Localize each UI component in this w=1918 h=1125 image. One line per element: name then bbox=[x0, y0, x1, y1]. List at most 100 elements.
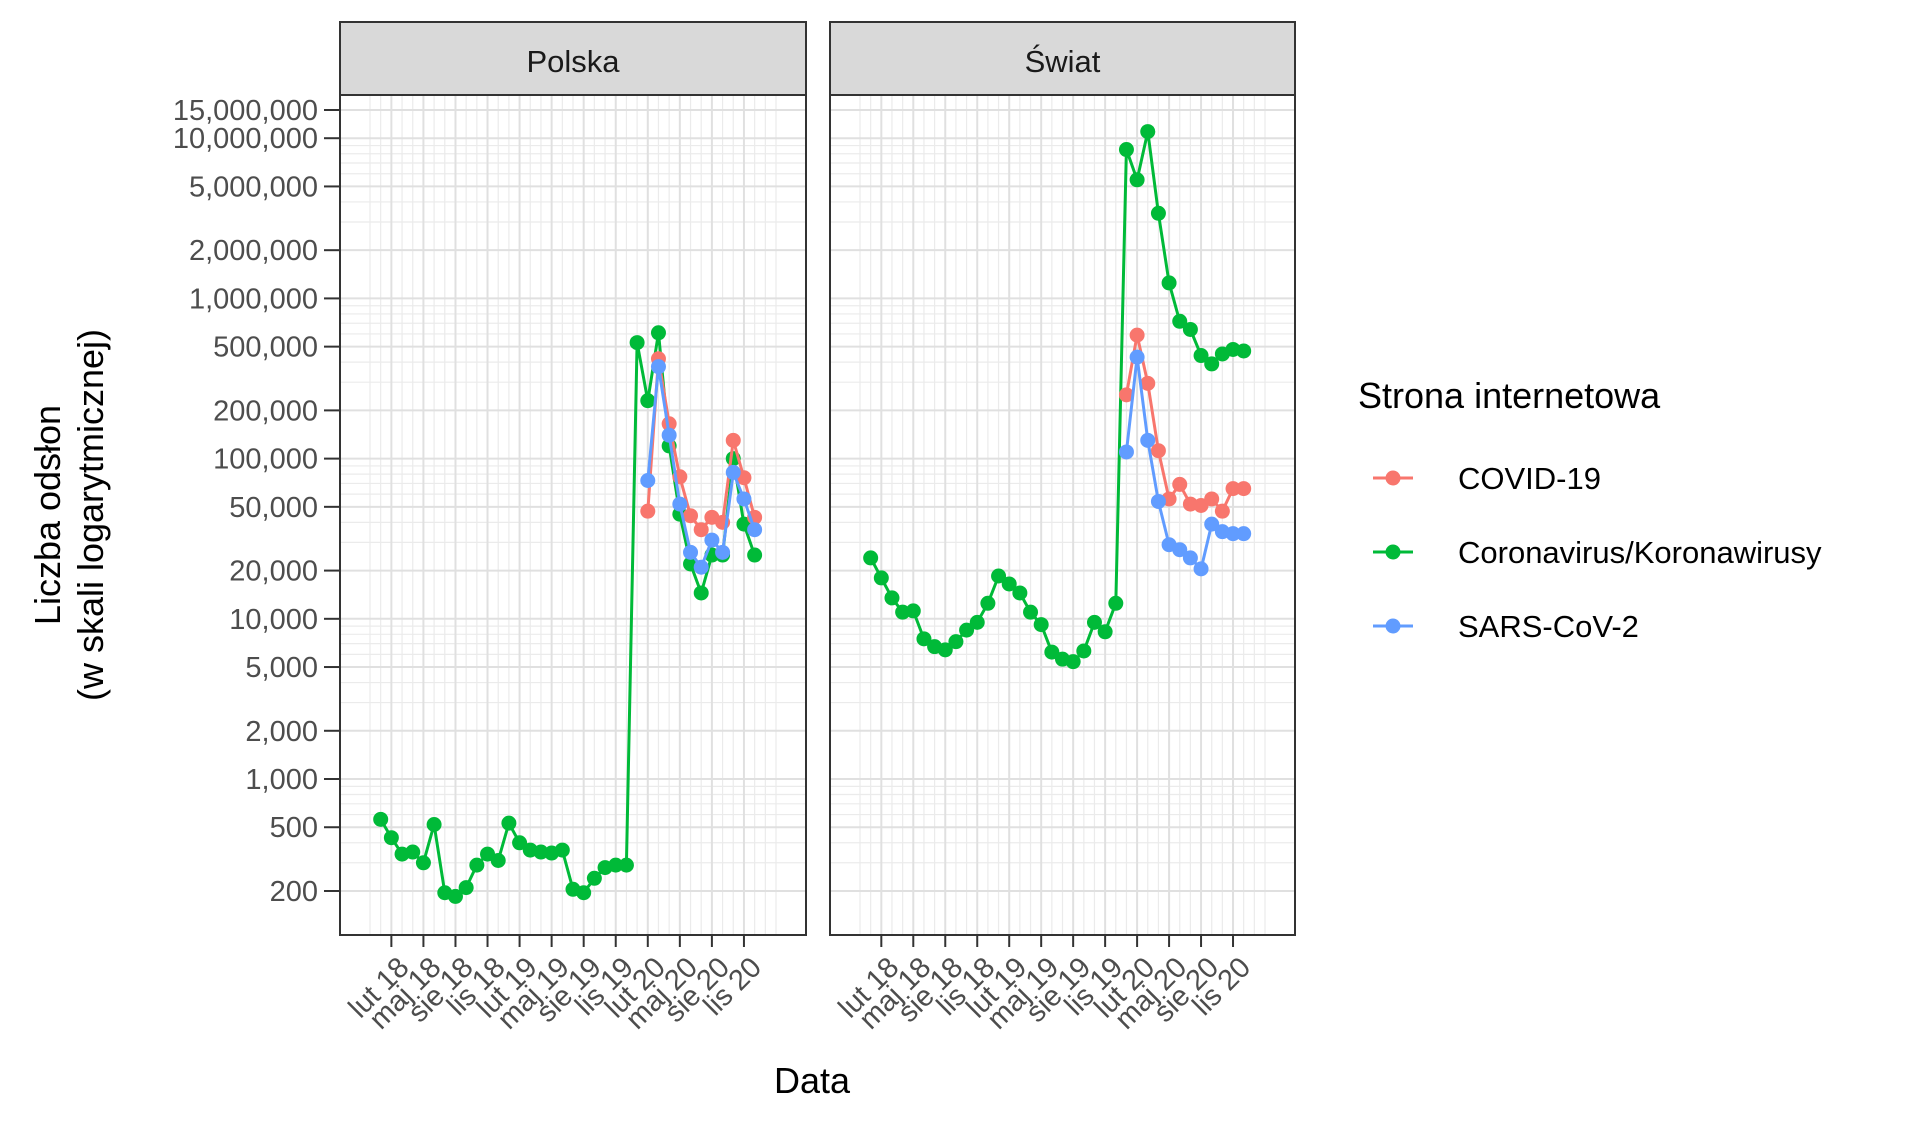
data-point bbox=[1001, 576, 1017, 592]
data-point bbox=[512, 835, 528, 851]
data-point bbox=[1086, 614, 1102, 630]
data-point bbox=[1182, 550, 1198, 566]
data-point bbox=[1172, 542, 1188, 558]
data-point bbox=[1129, 327, 1145, 343]
y-tick-label: 200,000 bbox=[213, 395, 318, 427]
data-point bbox=[1023, 604, 1039, 620]
data-point bbox=[991, 568, 1007, 584]
data-point bbox=[629, 335, 645, 351]
data-point bbox=[1129, 172, 1145, 188]
data-point bbox=[640, 503, 656, 519]
data-point bbox=[576, 885, 592, 901]
data-point bbox=[1012, 585, 1028, 601]
data-point bbox=[916, 631, 932, 647]
data-point bbox=[1118, 387, 1134, 403]
legend-item: SARS-CoV-2 bbox=[1373, 609, 1639, 644]
data-point bbox=[1204, 356, 1220, 372]
data-point bbox=[863, 550, 879, 566]
data-point bbox=[725, 464, 741, 480]
data-point bbox=[672, 496, 688, 512]
data-point bbox=[683, 544, 699, 560]
data-point bbox=[1161, 275, 1177, 291]
data-point bbox=[937, 642, 953, 658]
legend-label: Coronavirus/Koronawirusy bbox=[1458, 535, 1822, 570]
data-point bbox=[458, 880, 474, 896]
legend: Strona internetowa COVID-19 Coronavirus/K… bbox=[1358, 375, 1822, 644]
data-point bbox=[1150, 493, 1166, 509]
data-point bbox=[736, 491, 752, 507]
data-point bbox=[1044, 644, 1060, 660]
data-point bbox=[661, 427, 677, 443]
y-tick-label: 2,000 bbox=[245, 716, 318, 748]
facet-strip-label: Polska bbox=[526, 44, 620, 79]
data-point bbox=[447, 888, 463, 904]
data-point bbox=[1140, 432, 1156, 448]
legend-label: COVID-19 bbox=[1458, 461, 1601, 496]
data-point bbox=[383, 830, 399, 846]
y-tick-label: 10,000,000 bbox=[173, 123, 318, 155]
legend-key-point bbox=[1385, 470, 1401, 486]
data-point bbox=[1204, 491, 1220, 507]
gridlines bbox=[830, 95, 1295, 935]
data-point bbox=[1182, 321, 1198, 337]
data-point bbox=[683, 508, 699, 524]
data-point bbox=[1129, 349, 1145, 365]
data-point bbox=[1118, 444, 1134, 460]
data-point bbox=[747, 522, 763, 538]
data-point bbox=[1172, 476, 1188, 492]
data-point bbox=[693, 585, 709, 601]
data-point bbox=[747, 547, 763, 563]
facet-strip-label: Świat bbox=[1025, 43, 1101, 79]
y-tick-label: 50,000 bbox=[229, 492, 318, 524]
data-point bbox=[959, 622, 975, 638]
y-tick-label: 200 bbox=[270, 876, 318, 908]
data-point bbox=[905, 603, 921, 619]
data-point bbox=[1214, 503, 1230, 519]
data-point bbox=[501, 815, 517, 831]
data-point bbox=[1236, 481, 1252, 497]
data-point bbox=[1225, 526, 1241, 542]
y-tick-label: 10,000 bbox=[229, 604, 318, 636]
data-point bbox=[1118, 142, 1134, 158]
data-point bbox=[1140, 375, 1156, 391]
data-point bbox=[873, 570, 889, 586]
y-axis-title-line2: (w skali logarytmicznej) bbox=[70, 329, 111, 701]
data-point bbox=[650, 359, 666, 375]
data-point bbox=[640, 393, 656, 409]
data-point bbox=[693, 559, 709, 575]
data-point bbox=[1108, 595, 1124, 611]
y-tick-label: 5,000,000 bbox=[189, 171, 318, 203]
y-tick-label: 100,000 bbox=[213, 444, 318, 476]
legend-item: COVID-19 bbox=[1373, 461, 1601, 496]
y-tick-label: 1,000 bbox=[245, 764, 318, 796]
data-point bbox=[415, 855, 431, 871]
data-point bbox=[693, 522, 709, 538]
facet-strip bbox=[339, 21, 807, 96]
data-point bbox=[1150, 443, 1166, 459]
data-point bbox=[1236, 526, 1252, 542]
data-point bbox=[884, 590, 900, 606]
legend-label: SARS-CoV-2 bbox=[1458, 609, 1639, 644]
data-point bbox=[969, 614, 985, 630]
data-point bbox=[650, 325, 666, 341]
y-tick-label: 1,000,000 bbox=[189, 283, 318, 315]
data-point bbox=[1193, 561, 1209, 577]
data-point bbox=[1097, 624, 1113, 640]
data-point bbox=[1076, 643, 1092, 659]
data-point bbox=[554, 842, 570, 858]
data-point bbox=[725, 432, 741, 448]
data-point bbox=[405, 844, 421, 860]
data-point bbox=[1140, 124, 1156, 140]
legend-key-point bbox=[1385, 544, 1401, 560]
data-point bbox=[1065, 654, 1081, 670]
data-point bbox=[586, 870, 602, 886]
data-point bbox=[1033, 617, 1049, 633]
y-tick-label: 500,000 bbox=[213, 332, 318, 364]
data-point bbox=[715, 544, 731, 560]
data-point bbox=[490, 852, 506, 868]
data-point bbox=[704, 532, 720, 548]
